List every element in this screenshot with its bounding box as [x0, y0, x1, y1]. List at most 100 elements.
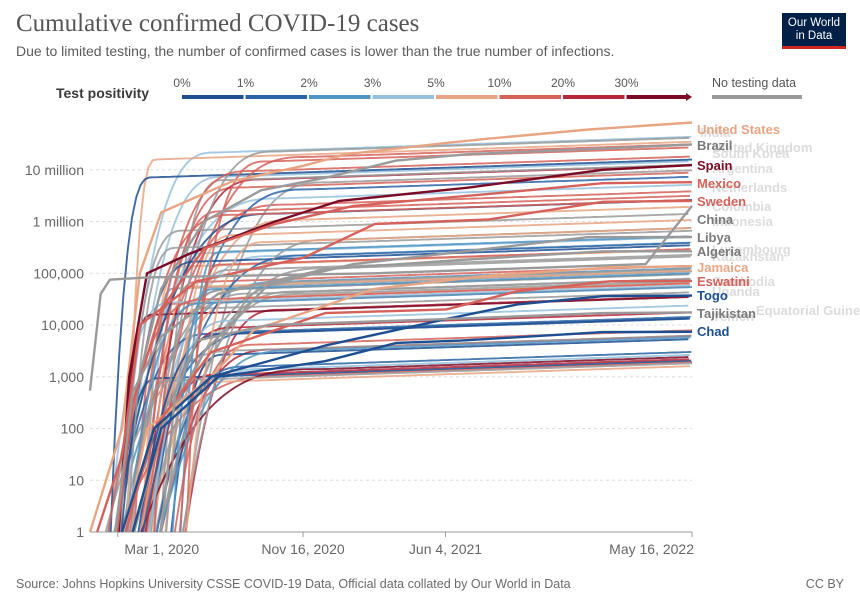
legend-bin-label: 1% [237, 76, 255, 90]
series-end-label[interactable]: Libya [697, 230, 732, 245]
background-country-line[interactable] [114, 317, 689, 533]
series-end-label[interactable]: Togo [697, 288, 728, 303]
legend-swatch-6[interactable] [563, 95, 625, 99]
ghost-label: Netherlands [712, 180, 787, 195]
legend-no-data-label: No testing data [712, 76, 796, 90]
background-country-line[interactable] [164, 218, 692, 533]
background-country-line[interactable] [148, 269, 693, 533]
legend-swatch-1[interactable] [245, 95, 308, 99]
legend-bin-label: 10% [487, 76, 511, 90]
ghost-label: Uganda [712, 284, 760, 299]
legend-arrow [686, 93, 692, 101]
series-line[interactable] [95, 199, 693, 533]
legend-bin-label: 0% [173, 76, 191, 90]
legend-swatch-4[interactable] [436, 95, 498, 99]
background-country-line[interactable] [126, 286, 693, 533]
series-end-label[interactable]: Mexico [697, 176, 741, 191]
legend-swatch-7[interactable] [626, 95, 689, 99]
background-country-line[interactable] [158, 353, 690, 533]
series-end-label[interactable]: Chad [697, 324, 730, 339]
legend-title: Test positivity [56, 85, 150, 101]
y-tick-label: 10 million [25, 162, 84, 178]
series-end-label[interactable]: Eswatini [697, 274, 750, 289]
source-note[interactable]: Source: Johns Hopkins University CSSE CO… [16, 577, 571, 591]
background-country-line[interactable] [120, 244, 690, 533]
owid-logo[interactable]: Our World in Data [782, 13, 846, 49]
ghost-label: Indonesia [712, 214, 773, 229]
chart-subtitle: Due to limited testing, the number of co… [16, 43, 615, 59]
background-country-line[interactable] [126, 229, 693, 533]
background-country-line[interactable] [133, 285, 690, 533]
series-line[interactable] [124, 279, 693, 533]
background-country-line[interactable] [150, 365, 690, 533]
ghost-label: Colombia [712, 199, 772, 214]
series-line[interactable] [88, 205, 693, 391]
background-country-line[interactable] [148, 175, 689, 533]
legend-swatch-0[interactable] [182, 95, 244, 99]
series-end-label[interactable]: China [697, 212, 734, 227]
legend-no-data-swatch[interactable] [712, 95, 802, 99]
background-country-line[interactable] [148, 304, 689, 533]
ghost-label: India [700, 125, 731, 140]
series-line[interactable] [160, 311, 693, 533]
y-tick-label: 100,000 [33, 265, 84, 281]
background-country-line[interactable] [121, 278, 691, 533]
series-end-label[interactable]: United States [697, 122, 780, 137]
background-country-line[interactable] [144, 311, 689, 533]
series-line[interactable] [120, 294, 693, 533]
legend-bin-label: 3% [364, 76, 382, 90]
legend-swatch-5[interactable] [499, 95, 562, 99]
y-tick-label: 1,000 [49, 369, 84, 385]
background-country-line[interactable] [145, 205, 690, 533]
background-country-line[interactable] [126, 140, 692, 533]
background-country-line[interactable] [128, 155, 690, 533]
legend-swatch-2[interactable] [309, 95, 371, 99]
series-line[interactable] [131, 330, 693, 533]
ghost-label: Argentina [712, 161, 773, 176]
background-country-line[interactable] [185, 227, 691, 533]
background-country-line[interactable] [141, 241, 690, 533]
background-country-line[interactable] [159, 163, 691, 533]
license-badge[interactable]: CC BY [805, 577, 844, 591]
background-country-line[interactable] [145, 358, 690, 533]
series-end-label[interactable]: Sweden [697, 194, 746, 209]
legend-swatch-3[interactable] [372, 95, 435, 99]
series-line[interactable] [114, 250, 692, 533]
series-end-label[interactable]: Tajikistan [697, 306, 756, 321]
background-country-line[interactable] [109, 158, 693, 533]
ghost-label: Kazakhstan [712, 249, 784, 264]
series-end-label[interactable]: Algeria [697, 244, 742, 259]
x-tick-label: Nov 16, 2020 [261, 541, 344, 557]
ghost-label: Yemen [712, 309, 754, 324]
background-country-line[interactable] [178, 146, 689, 533]
background-country-line[interactable] [154, 277, 690, 533]
background-country-line[interactable] [158, 280, 690, 533]
y-tick-label: 10 [68, 472, 84, 488]
background-country-line[interactable] [142, 143, 691, 533]
series-line[interactable] [113, 143, 693, 533]
series-line[interactable] [117, 163, 693, 533]
y-tick-label: 1 million [33, 214, 84, 230]
ghost-label: United Kingdom [712, 140, 812, 155]
series-end-label[interactable]: Jamaica [697, 260, 749, 275]
background-country-line[interactable] [123, 160, 689, 533]
series-line[interactable] [124, 265, 693, 533]
x-tick-label: May 16, 2022 [609, 541, 694, 557]
background-country-line[interactable] [179, 235, 690, 533]
background-country-line[interactable] [141, 194, 690, 533]
background-country-line[interactable] [118, 296, 689, 533]
series-end-label[interactable]: Brazil [697, 138, 732, 153]
y-tick-label: 1 [76, 524, 84, 540]
background-country-line[interactable] [159, 336, 691, 533]
background-country-line[interactable] [182, 169, 693, 533]
y-tick-label: 10,000 [41, 317, 84, 333]
background-country-line[interactable] [131, 362, 693, 533]
logo-line-1: Our World [787, 17, 841, 29]
ghost-label: Luxembourg [712, 242, 791, 257]
series-end-label[interactable]: Spain [697, 158, 732, 173]
background-country-line[interactable] [140, 356, 689, 533]
legend-bin-label: 20% [551, 76, 575, 90]
background-country-line[interactable] [146, 268, 690, 533]
series-line[interactable] [88, 121, 693, 533]
